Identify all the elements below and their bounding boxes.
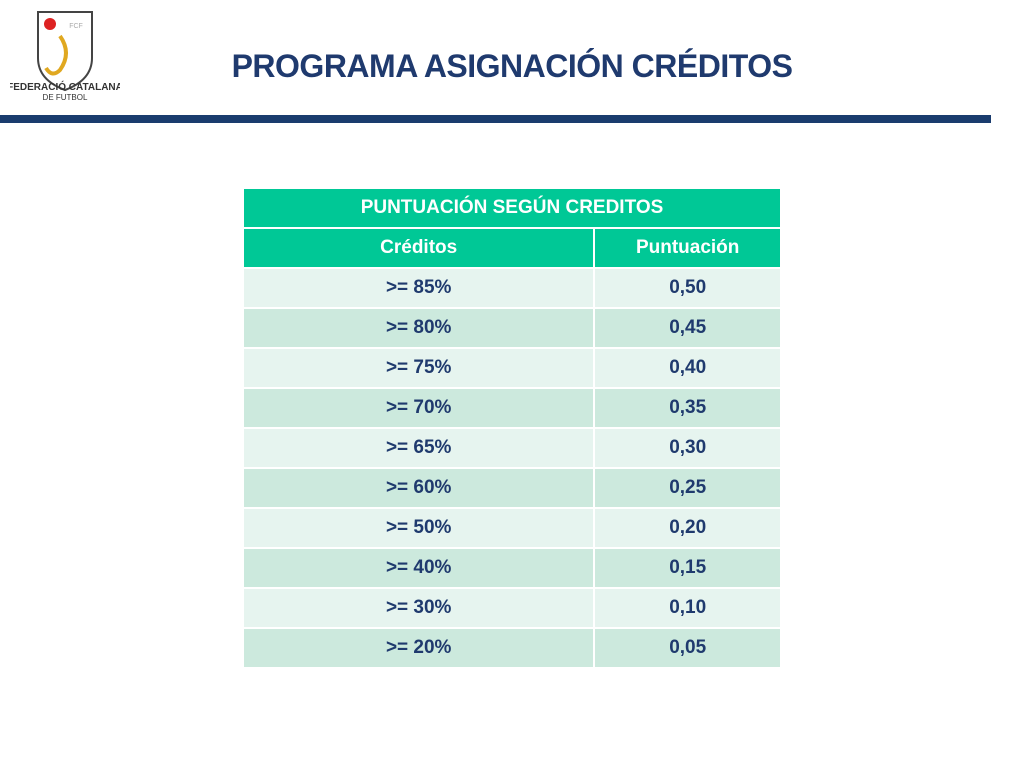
table-cell: 0,30 — [593, 427, 782, 469]
table-row: >= 75% 0,40 — [241, 347, 782, 389]
table-cell: >= 65% — [241, 427, 596, 469]
table-cell: >= 70% — [241, 387, 596, 429]
logo-ball — [44, 18, 56, 30]
logo: FCF FEDERACIÓ CATALANA DE FUTBOL — [10, 11, 120, 102]
table-cell: 0,40 — [593, 347, 782, 389]
table-body: >= 85% 0,50 >= 80% 0,45 >= 75% 0,40 >= 70% 0,35… — [241, 267, 782, 669]
table-cell: >= 30% — [241, 587, 596, 629]
table-row: >= 30% 0,10 — [241, 587, 782, 629]
table-cell: 0,45 — [593, 307, 782, 349]
credit-table: PUNTUACIÓN SEGÚN CREDITOS Créditos Puntua… — [241, 187, 782, 669]
slide-title: PROGRAMA ASIGNACIÓN CRÉDITOS — [231, 48, 793, 84]
table-cell: >= 40% — [241, 547, 596, 589]
title-rule — [0, 115, 991, 123]
table-cell: >= 50% — [241, 507, 596, 549]
table-row: >= 85% 0,50 — [241, 267, 782, 309]
table-cell: >= 20% — [241, 627, 596, 669]
table-row: >= 40% 0,15 — [241, 547, 782, 589]
table-row: >= 60% 0,25 — [241, 467, 782, 509]
table-cell: 0,25 — [593, 467, 782, 509]
logo-figure — [44, 34, 68, 76]
logo-subname: DE FUTBOL — [43, 93, 88, 102]
column-header: Créditos — [241, 227, 596, 269]
logo-mark: FCF — [69, 23, 83, 30]
table-row: >= 50% 0,20 — [241, 507, 782, 549]
table-row: >= 20% 0,05 — [241, 627, 782, 669]
table-cell: 0,20 — [593, 507, 782, 549]
table-cell: 0,15 — [593, 547, 782, 589]
table-cell: >= 75% — [241, 347, 596, 389]
table-cell: >= 85% — [241, 267, 596, 309]
logo-name: FEDERACIÓ CATALANA — [10, 80, 120, 93]
table-row: >= 70% 0,35 — [241, 387, 782, 429]
table-cell: 0,10 — [593, 587, 782, 629]
table-cell: >= 80% — [241, 307, 596, 349]
table-cell: 0,50 — [593, 267, 782, 309]
table-cell: 0,35 — [593, 387, 782, 429]
column-header: Puntuación — [593, 227, 782, 269]
table-cell: 0,05 — [593, 627, 782, 669]
table-cell: >= 60% — [241, 467, 596, 509]
table-row: >= 65% 0,30 — [241, 427, 782, 469]
column-header-row: Créditos Puntuación — [241, 227, 782, 269]
table-row: >= 80% 0,45 — [241, 307, 782, 349]
table-title: PUNTUACIÓN SEGÚN CREDITOS — [242, 187, 782, 229]
